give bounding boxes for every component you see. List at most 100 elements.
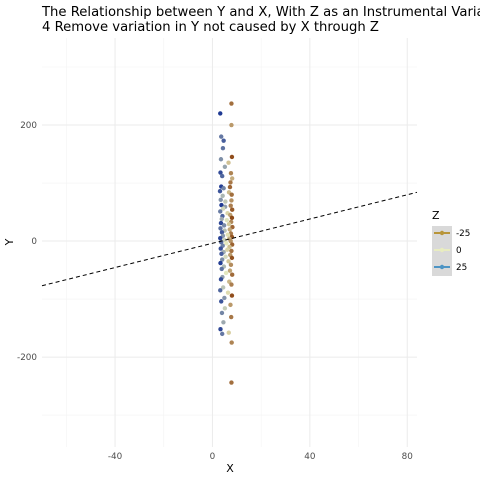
- data-point: [223, 254, 228, 259]
- x-tick-label: 0: [210, 452, 216, 462]
- legend-label: 25: [456, 263, 467, 273]
- legend-label: 0: [456, 246, 462, 256]
- data-point: [219, 266, 224, 272]
- data-point: [226, 160, 231, 165]
- chart-subtitle: 4 Remove variation in Y not caused by X …: [42, 20, 379, 35]
- data-point: [221, 320, 226, 325]
- data-point: [229, 198, 234, 203]
- x-axis-ticks: -40 0 40 80: [108, 452, 413, 462]
- data-point: [227, 184, 233, 190]
- data-point: [221, 138, 226, 143]
- data-point: [225, 290, 231, 295]
- fit-line-group: [41, 191, 418, 287]
- data-point: [218, 197, 223, 203]
- data-point: [218, 111, 223, 116]
- data-point: [227, 268, 233, 273]
- data-point: [223, 270, 229, 276]
- data-point: [222, 237, 227, 243]
- x-axis-label: X: [226, 462, 234, 475]
- data-point: [229, 101, 234, 106]
- data-point: [228, 180, 233, 185]
- data-point: [218, 226, 223, 231]
- data-point: [219, 216, 224, 222]
- legend-label: -25: [456, 229, 470, 239]
- data-point: [218, 277, 224, 282]
- legend-key-point: [439, 230, 445, 236]
- data-point: [229, 314, 234, 320]
- data-point: [229, 207, 235, 212]
- x-tick-label: -40: [108, 452, 123, 462]
- data-points: [217, 101, 235, 385]
- data-point: [218, 170, 223, 175]
- data-point: [229, 154, 235, 160]
- data-point: [219, 299, 224, 304]
- data-point: [229, 192, 234, 197]
- data-point: [220, 206, 226, 211]
- data-point: [219, 310, 225, 316]
- legend-key-point: [439, 247, 445, 253]
- data-point: [228, 170, 234, 176]
- data-point: [220, 193, 225, 198]
- data-point: [229, 255, 235, 261]
- data-point: [222, 295, 227, 301]
- data-point: [219, 230, 225, 235]
- y-tick-label: -200: [17, 353, 37, 363]
- data-point: [219, 257, 225, 262]
- data-point: [225, 232, 230, 237]
- data-point: [229, 293, 235, 298]
- y-tick-label: 0: [31, 237, 37, 247]
- data-point: [229, 122, 234, 128]
- data-point: [224, 217, 230, 223]
- data-point: [218, 246, 223, 251]
- data-point: [219, 331, 225, 337]
- data-point: [220, 285, 226, 290]
- legend: Z -25 0 25: [432, 209, 470, 276]
- data-point: [229, 272, 235, 277]
- data-point: [228, 203, 233, 208]
- data-point: [228, 302, 233, 308]
- data-point: [220, 146, 226, 151]
- data-point: [219, 173, 225, 179]
- data-point: [217, 188, 223, 194]
- data-point: [229, 248, 234, 254]
- data-point: [225, 247, 230, 252]
- data-point: [218, 288, 223, 293]
- data-point: [226, 330, 231, 335]
- data-point: [219, 251, 224, 257]
- data-point: [229, 282, 234, 287]
- minor-gridlines: [42, 38, 417, 447]
- data-point: [218, 235, 223, 241]
- data-point: [227, 227, 232, 232]
- data-point: [224, 241, 229, 246]
- x-tick-label: 40: [304, 452, 316, 462]
- legend-entries: -25 0 25: [434, 229, 470, 273]
- data-point: [223, 199, 228, 204]
- data-point: [221, 223, 227, 228]
- data-point: [218, 260, 223, 266]
- data-point: [219, 202, 224, 208]
- data-point: [228, 262, 234, 268]
- data-point: [218, 157, 224, 162]
- data-point: [218, 220, 224, 226]
- data-point: [226, 222, 232, 227]
- data-point: [218, 209, 223, 214]
- data-point: [218, 327, 223, 332]
- data-point: [222, 164, 228, 169]
- y-tick-label: 200: [20, 121, 37, 131]
- legend-key-point: [439, 264, 445, 270]
- data-point: [229, 215, 235, 221]
- legend-title: Z: [432, 209, 440, 222]
- chart-title: The Relationship between Y and X, With Z…: [41, 5, 480, 20]
- x-tick-label: 80: [402, 452, 414, 462]
- data-point: [219, 134, 224, 139]
- data-point: [222, 306, 228, 311]
- data-point: [229, 340, 234, 345]
- data-point: [226, 259, 231, 264]
- data-point: [221, 186, 226, 191]
- data-point: [229, 380, 234, 385]
- fit-line: [41, 191, 418, 287]
- y-axis-label: Y: [3, 238, 16, 246]
